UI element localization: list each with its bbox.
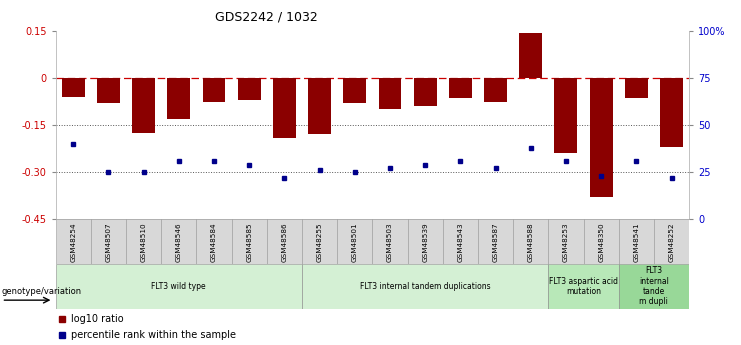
Text: FLT3
internal
tande
m dupli: FLT3 internal tande m dupli	[639, 266, 669, 306]
Bar	[337, 219, 372, 264]
Bar	[56, 219, 91, 264]
Text: GSM48253: GSM48253	[563, 223, 569, 262]
Text: GSM48503: GSM48503	[387, 223, 393, 262]
Bar	[343, 78, 366, 103]
Text: GSM48543: GSM48543	[457, 223, 463, 262]
Text: GSM48541: GSM48541	[634, 223, 639, 262]
Bar	[302, 264, 548, 309]
Bar	[513, 219, 548, 264]
Bar	[97, 78, 120, 103]
Bar	[273, 78, 296, 138]
Bar	[62, 78, 84, 97]
Bar	[202, 78, 225, 101]
Text: GSM48546: GSM48546	[176, 223, 182, 262]
Text: GSM48539: GSM48539	[422, 223, 428, 262]
Bar	[554, 78, 577, 153]
Text: GSM48510: GSM48510	[141, 223, 147, 262]
Text: GSM48507: GSM48507	[105, 223, 111, 262]
Text: GSM48584: GSM48584	[211, 223, 217, 262]
Text: genotype/variation: genotype/variation	[1, 287, 82, 296]
Bar	[408, 219, 442, 264]
Bar	[660, 78, 683, 147]
Text: log10 ratio: log10 ratio	[71, 314, 124, 324]
Bar	[126, 219, 161, 264]
Bar	[372, 219, 408, 264]
Bar	[449, 78, 472, 98]
Bar	[90, 219, 126, 264]
Bar	[238, 78, 261, 100]
Bar	[625, 78, 648, 98]
Text: GSM48588: GSM48588	[528, 223, 534, 262]
Bar	[308, 78, 331, 135]
Bar	[619, 264, 689, 309]
Text: GSM48586: GSM48586	[282, 223, 288, 262]
Text: GSM48501: GSM48501	[352, 223, 358, 262]
Text: percentile rank within the sample: percentile rank within the sample	[71, 330, 236, 340]
Bar	[548, 264, 619, 309]
Bar	[56, 264, 302, 309]
Text: GSM48585: GSM48585	[246, 223, 252, 262]
Bar	[161, 219, 196, 264]
Text: GSM48587: GSM48587	[493, 223, 499, 262]
Text: GSM48255: GSM48255	[316, 223, 322, 262]
Bar	[654, 219, 689, 264]
Bar	[379, 78, 402, 109]
Bar	[548, 219, 584, 264]
Text: GDS2242 / 1032: GDS2242 / 1032	[216, 10, 318, 23]
Text: GSM48350: GSM48350	[598, 223, 604, 262]
Bar	[519, 33, 542, 78]
Text: FLT3 wild type: FLT3 wild type	[151, 282, 206, 291]
Bar	[267, 219, 302, 264]
Bar	[619, 219, 654, 264]
Bar	[442, 219, 478, 264]
Text: FLT3 aspartic acid
mutation: FLT3 aspartic acid mutation	[549, 277, 618, 296]
Bar	[413, 78, 436, 106]
Text: FLT3 internal tandem duplications: FLT3 internal tandem duplications	[360, 282, 491, 291]
Bar	[478, 219, 513, 264]
Text: GSM48252: GSM48252	[668, 223, 674, 262]
Bar	[484, 78, 507, 101]
Bar	[302, 219, 337, 264]
Bar	[196, 219, 231, 264]
Bar	[584, 219, 619, 264]
Bar	[167, 78, 190, 119]
Bar	[132, 78, 155, 133]
Text: GSM48254: GSM48254	[70, 223, 76, 262]
Bar	[231, 219, 267, 264]
Bar	[590, 78, 613, 197]
